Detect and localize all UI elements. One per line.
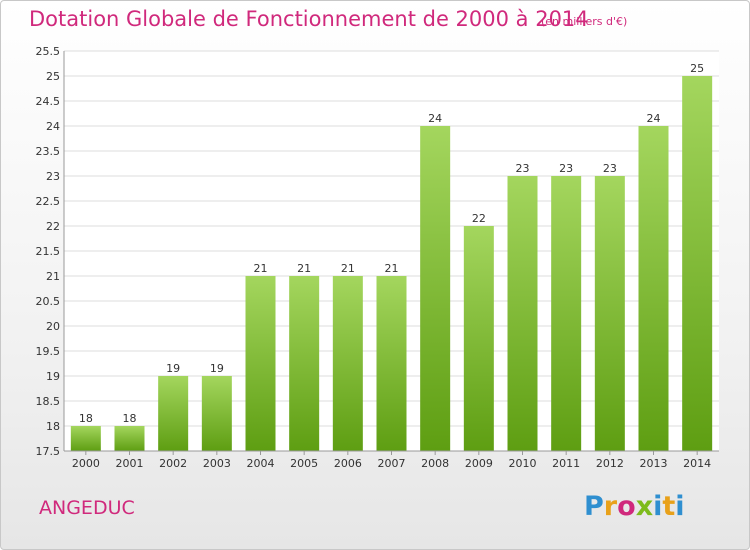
bar-2012 [594,176,625,451]
logo-letter: i [675,491,685,522]
y-tick-label: 24.5 [36,95,61,108]
x-tick-label-2004: 2004 [247,457,275,470]
x-tick-label-2011: 2011 [552,457,580,470]
data-label-2010: 23 [516,162,530,175]
bar-2011 [551,176,582,451]
x-tick-label-2003: 2003 [203,457,231,470]
y-tick-label: 21 [46,270,60,283]
data-label-2002: 19 [166,362,180,375]
y-tick-label: 22 [46,220,60,233]
x-tick-label-2001: 2001 [116,457,144,470]
logo-letter: o [617,491,636,522]
bar-2010 [507,176,538,451]
data-label-2008: 24 [428,112,442,125]
x-tick-label-2010: 2010 [509,457,537,470]
logo-letter: r [603,491,618,522]
bar-2009 [463,226,494,451]
bar-2003 [201,376,232,451]
y-tick-label: 22.5 [36,195,61,208]
chart-title: Dotation Globale de Fonctionnement de 20… [29,7,589,31]
data-label-2000: 18 [79,412,93,425]
y-tick-label: 25 [46,70,60,83]
y-tick-label: 23.5 [36,145,61,158]
data-label-2006: 21 [341,262,355,275]
x-tick-label-2013: 2013 [640,457,668,470]
data-label-2003: 19 [210,362,224,375]
x-tick-label-2000: 2000 [72,457,100,470]
data-label-2012: 23 [603,162,617,175]
logo-letter: i [653,491,663,522]
bar-2013 [638,126,669,451]
label-layer: 18 18 19 19 21 21 21 21 24 22 23 23 23 24 25 [79,62,704,425]
bar-2005 [289,276,320,451]
unit-label: (en milliers d'€) [541,15,628,28]
y-tick-label: 17.5 [36,445,61,458]
data-label-2013: 24 [647,112,661,125]
data-label-2004: 21 [254,262,268,275]
y-tick-label: 20.5 [36,295,61,308]
x-tick-label-2012: 2012 [596,457,624,470]
bar-2006 [332,276,363,451]
bar-layer [70,76,713,451]
y-tick-label: 19 [46,370,60,383]
y-tick-label: 21.5 [36,245,61,258]
bar-2014 [682,76,713,451]
bar-2000 [70,426,101,451]
y-tick-label: 20 [46,320,60,333]
x-tick-label-2008: 2008 [421,457,449,470]
y-tick-label: 25.5 [36,45,61,58]
bar-2004 [245,276,276,451]
logo-letter: x [635,491,654,522]
data-label-2014: 25 [690,62,704,75]
bar-2007 [376,276,407,451]
x-tick-label-2002: 2002 [159,457,187,470]
data-label-2009: 22 [472,212,486,225]
y-tick-label: 19.5 [36,345,61,358]
axis-layer: 17.5 18 18.5 19 19.5 20 20.5 21 21.5 22 22.5 23 23.5… [36,45,719,470]
y-tick-label: 23 [46,170,60,183]
data-label-2007: 21 [385,262,399,275]
y-tick-label: 18.5 [36,395,61,408]
bar-2008 [420,126,451,451]
x-tick-label-2006: 2006 [334,457,362,470]
x-tick-label-2007: 2007 [378,457,406,470]
data-label-2011: 23 [559,162,573,175]
x-tick-label-2009: 2009 [465,457,493,470]
bar-2001 [114,426,145,451]
commune-name: ANGEDUC [39,497,135,519]
bar-2002 [158,376,189,451]
y-tick-label: 18 [46,420,60,433]
data-label-2005: 21 [297,262,311,275]
logo-letter: P [584,491,604,522]
y-tick-label: 24 [46,120,60,133]
x-tick-label-2014: 2014 [683,457,711,470]
x-tick-label-2005: 2005 [290,457,318,470]
logo-letter: t [662,491,676,522]
data-label-2001: 18 [123,412,137,425]
proxiti-logo[interactable]: Proxiti [584,491,685,522]
